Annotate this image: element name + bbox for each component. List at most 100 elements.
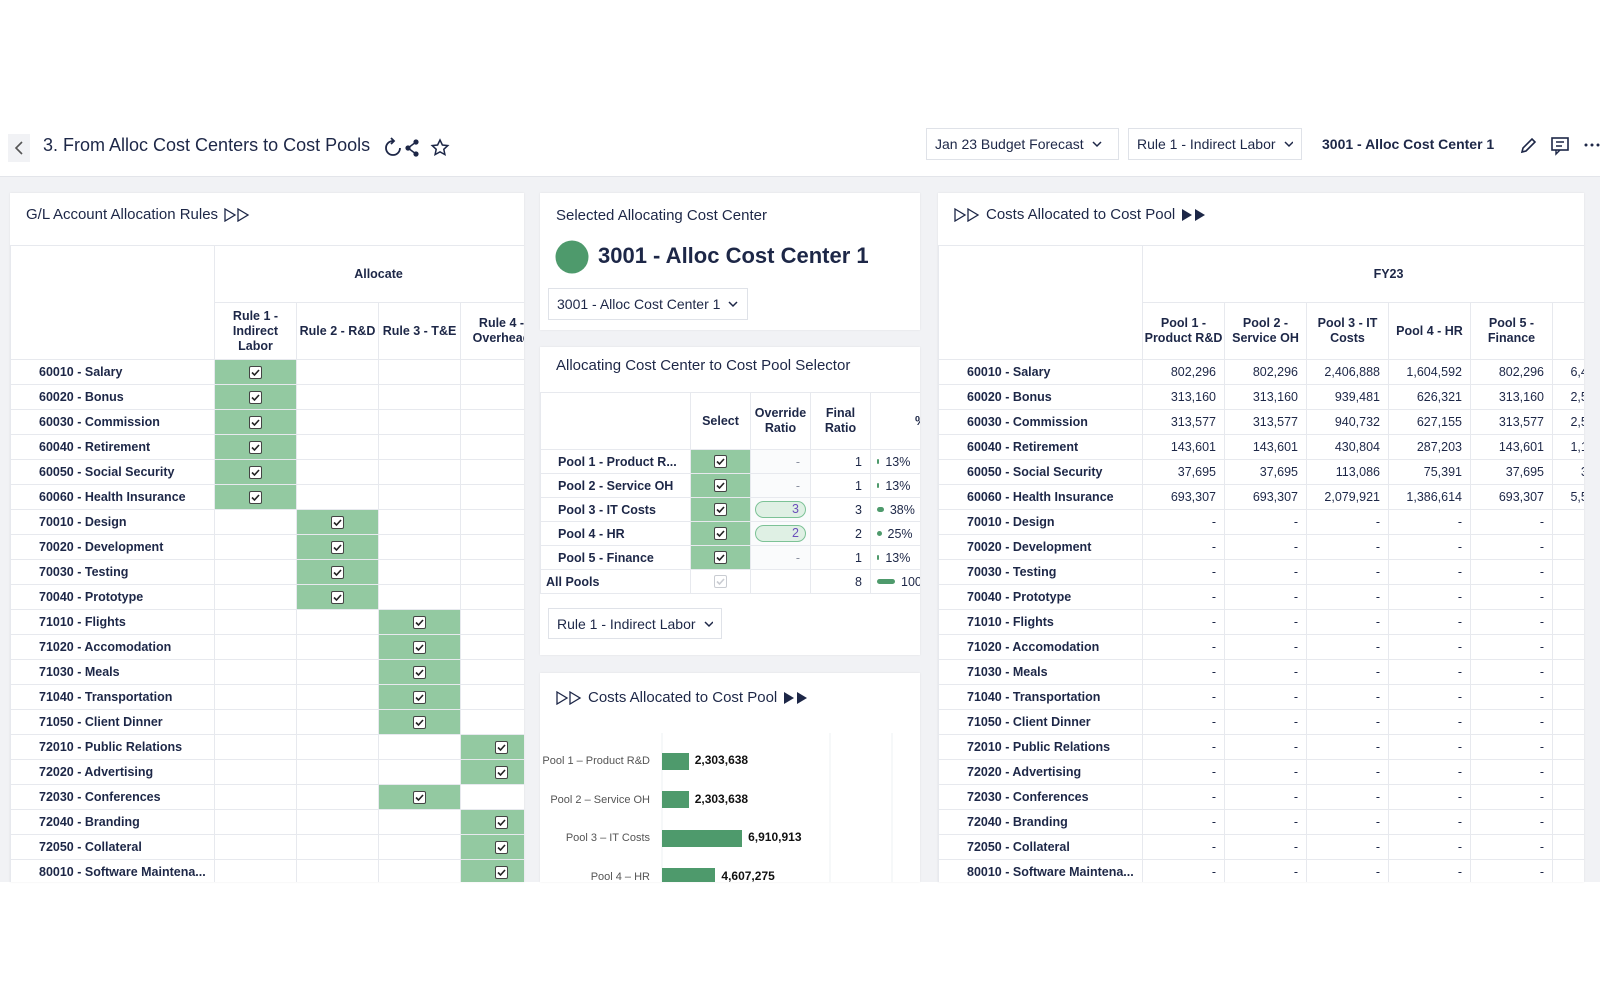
- cost-cell: -: [1224, 759, 1307, 785]
- checkbox[interactable]: [495, 815, 508, 829]
- checkbox[interactable]: [249, 390, 262, 404]
- value-label: 6,910,913: [748, 830, 802, 844]
- checkbox[interactable]: [249, 465, 262, 479]
- checkbox[interactable]: [413, 690, 426, 704]
- checkbox[interactable]: [495, 865, 508, 879]
- checkbox[interactable]: [413, 790, 426, 804]
- cost-cell: -: [1306, 609, 1389, 635]
- checkmark: [251, 468, 260, 476]
- checkbox[interactable]: [249, 365, 262, 379]
- checkbox[interactable]: [714, 503, 727, 516]
- checkbox[interactable]: [495, 740, 508, 754]
- percent-cell: 100%: [870, 569, 920, 594]
- checkbox[interactable]: [413, 715, 426, 729]
- checkbox[interactable]: [331, 590, 344, 604]
- rule-row: 60060 - Health Insurance: [10, 484, 524, 510]
- top-bar: 3. From Alloc Cost Centers to Cost Pools…: [0, 120, 1600, 177]
- rule-cell-checked: [214, 359, 297, 385]
- checkbox-box: [413, 640, 426, 654]
- filter-label: Rule 1 - Indirect Labor: [1137, 136, 1276, 152]
- percent-cell: 13%: [870, 449, 920, 474]
- rule-cell: [378, 834, 461, 860]
- checkbox-box: [714, 455, 727, 468]
- checkbox[interactable]: [495, 840, 508, 854]
- pool-row: Pool 3 - IT Costs 3 3 38%: [540, 497, 920, 522]
- checkbox[interactable]: [714, 455, 727, 468]
- costs-panel: Costs Allocated to Cost Pool FY23 Pool 1 …: [938, 193, 1584, 882]
- rule-cell: [378, 759, 461, 785]
- account-name: 72030 - Conferences: [938, 784, 1143, 810]
- rule-row: 72050 - Collateral: [10, 834, 524, 860]
- checkbox[interactable]: [249, 490, 262, 504]
- rule-cell: [296, 609, 379, 635]
- rule-cell: [459, 684, 524, 710]
- category-label: Pool 3 – IT Costs: [565, 832, 650, 844]
- header-blank: [938, 245, 1143, 360]
- percent-wrap: 13%: [877, 455, 920, 469]
- cost-cell: -: [1470, 584, 1553, 610]
- checkbox[interactable]: [714, 527, 727, 540]
- account-name: 71010 - Flights: [938, 609, 1143, 635]
- checkbox[interactable]: [331, 515, 344, 529]
- checkbox[interactable]: [714, 575, 727, 588]
- filter-dropdown[interactable]: Jan 23 Budget Forecast: [926, 128, 1119, 160]
- rule-cell: [459, 409, 524, 435]
- rule-cell: [378, 559, 461, 585]
- checkbox[interactable]: [413, 640, 426, 654]
- bar: [662, 752, 689, 770]
- toolbar-icons[interactable]: [1518, 134, 1600, 158]
- checkmark: [251, 443, 260, 451]
- cost-cell: -: [1551, 784, 1584, 810]
- checkbox[interactable]: [331, 540, 344, 554]
- total-row: All Pools 8 100%: [540, 569, 920, 594]
- back-button[interactable]: [8, 134, 30, 162]
- expand-icon[interactable]: [783, 691, 809, 705]
- percent-label: 25%: [887, 526, 913, 541]
- rule-cell: [214, 759, 297, 785]
- rule-cell: [459, 584, 524, 610]
- cost-cell: -: [1306, 559, 1389, 585]
- expand-icon[interactable]: [224, 207, 250, 222]
- column-header: Rule 3 - T&E: [378, 302, 461, 360]
- checkbox[interactable]: [495, 765, 508, 779]
- percent-wrap: 13%: [877, 551, 920, 565]
- rule-cell-checked: [378, 659, 461, 685]
- expand-icon[interactable]: [1181, 208, 1207, 222]
- collapse-icon[interactable]: [954, 207, 980, 222]
- cost-cell: -: [1388, 509, 1471, 535]
- title-icons[interactable]: [383, 137, 453, 159]
- checkbox[interactable]: [714, 479, 727, 492]
- cost-cell: -: [1224, 659, 1307, 685]
- checkmark: [497, 868, 506, 876]
- checkbox[interactable]: [249, 415, 262, 429]
- checkbox[interactable]: [413, 665, 426, 679]
- filter-dropdown[interactable]: Rule 1 - Indirect Labor: [1128, 128, 1302, 160]
- panel-title: Allocating Cost Center to Cost Pool Sele…: [556, 357, 851, 374]
- override-pill[interactable]: 2: [755, 525, 806, 542]
- pool-name: Pool 3 - IT Costs: [540, 497, 691, 522]
- cost-row: 70010 - Design------: [938, 509, 1584, 535]
- cost-cell: 301,562: [1551, 459, 1584, 485]
- checkbox-box: [413, 715, 426, 729]
- checkbox[interactable]: [331, 565, 344, 579]
- cost-cell: 313,577: [1224, 409, 1307, 435]
- rules-table: Allocate Rule 1 - Indirect Labor Rule 2 - …: [10, 245, 524, 882]
- cost-cell: -: [1388, 609, 1471, 635]
- account-name: 60040 - Retirement: [938, 434, 1143, 460]
- cost-cell: 693,307: [1470, 484, 1553, 510]
- rule-cell: [214, 684, 297, 710]
- checkbox[interactable]: [714, 551, 727, 564]
- cost-center-dropdown[interactable]: 3001 - Alloc Cost Center 1: [548, 288, 748, 320]
- cost-cell: 113,086: [1306, 459, 1389, 485]
- cost-cell: 143,601: [1470, 434, 1553, 460]
- collapse-icon[interactable]: [556, 690, 582, 705]
- checkbox[interactable]: [413, 615, 426, 629]
- cost-cell: -: [1470, 509, 1553, 535]
- cost-row: 60020 - Bonus 313,160 313,160 939,481 626,32…: [938, 384, 1584, 410]
- cost-cell: -: [1388, 584, 1471, 610]
- rule-cell: [214, 609, 297, 635]
- checkbox[interactable]: [249, 440, 262, 454]
- override-pill[interactable]: 3: [755, 501, 806, 518]
- cost-cell: -: [1306, 784, 1389, 810]
- rule-dropdown[interactable]: Rule 1 - Indirect Labor: [548, 608, 722, 639]
